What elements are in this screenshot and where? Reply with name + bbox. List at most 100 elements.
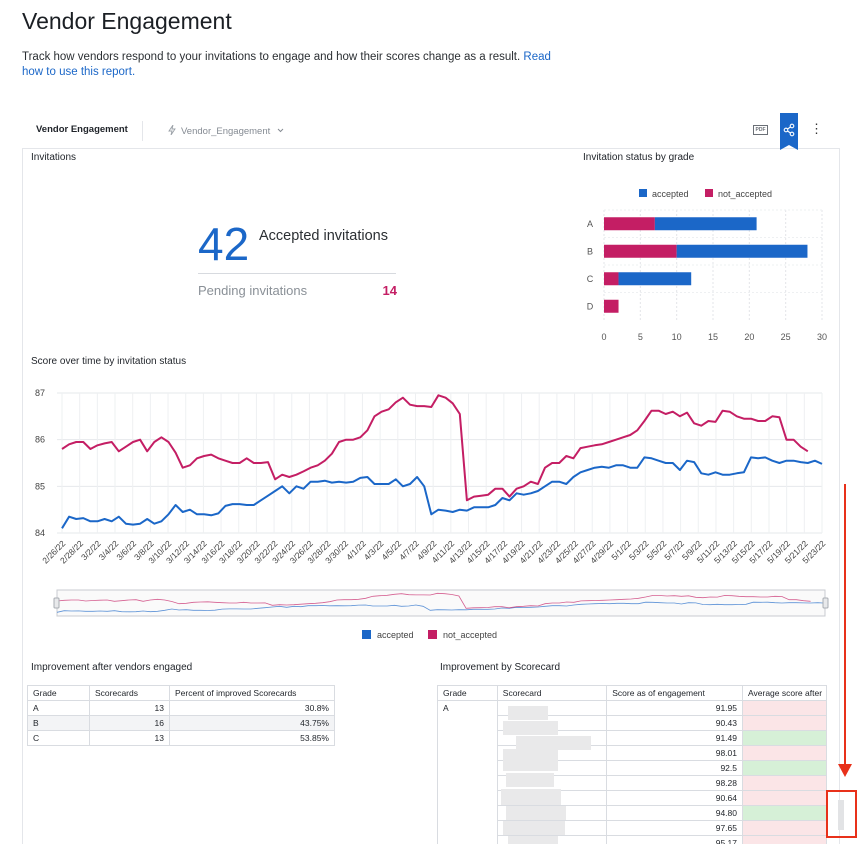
- redacted-block: [501, 789, 561, 805]
- x-tick-label: 5: [638, 332, 643, 342]
- bar-not-accepted-c[interactable]: [604, 272, 619, 286]
- grade-cell: A: [27, 700, 90, 716]
- bar-accepted-a[interactable]: [654, 217, 757, 231]
- grade-cell: B: [27, 715, 90, 731]
- legend-swatch-not-accepted: [705, 189, 713, 197]
- redacted-block: [508, 706, 548, 720]
- toolbar-divider: [142, 121, 143, 141]
- table-header-row: Grade Scorecards Percent of improved Sco…: [27, 685, 335, 701]
- legend-label-not-accepted: not_accepted: [718, 189, 772, 199]
- annotation-highlight-box: [826, 790, 857, 838]
- score-at-engagement-cell: 90.43: [606, 715, 743, 731]
- invitation-status-bar-chart: accepted not_accepted 0 5 10 15 20 25 30 A B C D: [587, 189, 827, 342]
- more-options-button[interactable]: ⋮: [810, 121, 823, 136]
- scorecards-cell: 16: [89, 715, 170, 731]
- pending-invitations-count: 14: [382, 283, 397, 298]
- bar-not-accepted-a[interactable]: [604, 217, 655, 231]
- average-score-after-cell: [742, 760, 827, 776]
- average-score-after-cell: [742, 790, 827, 806]
- y-tick-label: D: [587, 301, 594, 311]
- y-tick-label: 84: [35, 528, 45, 538]
- kpi-divider: [198, 273, 396, 274]
- average-score-after-cell: [742, 730, 827, 746]
- column-header-scorecards[interactable]: Scorecards: [89, 685, 170, 701]
- redacted-scorecard-names: [498, 701, 606, 844]
- model-selector[interactable]: Vendor_Engagement: [168, 124, 284, 137]
- score-at-engagement-cell: 91.95: [606, 700, 743, 716]
- score-at-engagement-cell: 98.28: [606, 775, 743, 791]
- y-tick-label: A: [587, 219, 593, 229]
- grade-cell: A: [437, 700, 498, 844]
- line-chart-title: Score over time by invitation status: [31, 356, 187, 367]
- bar-not-accepted-b[interactable]: [604, 244, 677, 258]
- annotation-arrow-head: [838, 764, 852, 777]
- table-row: A 13 30.8%: [27, 700, 335, 716]
- redacted-block: [506, 806, 566, 820]
- score-at-engagement-cell: 92.5: [606, 760, 743, 776]
- pdf-icon[interactable]: PDF: [753, 125, 768, 135]
- page-description: Track how vendors respond to your invita…: [22, 50, 552, 80]
- column-header-average-score-after[interactable]: Average score after: [742, 685, 827, 701]
- share-button[interactable]: [780, 113, 798, 150]
- redacted-block: [503, 721, 558, 735]
- chevron-down-icon: [277, 128, 284, 133]
- average-score-after-cell: [742, 835, 827, 844]
- accepted-invitations-label: Accepted invitations: [259, 228, 388, 244]
- navigator-handle-right[interactable]: [822, 597, 829, 609]
- column-header-scorecard[interactable]: Scorecard: [496, 685, 608, 701]
- horizontal-scrollbar-thumb[interactable]: [838, 800, 844, 830]
- table-row: B 16 43.75%: [27, 715, 335, 731]
- grade-table-title: Improvement after vendors engaged: [31, 662, 193, 673]
- score-at-engagement-cell: 97.65: [606, 820, 743, 836]
- description-text: Track how vendors respond to your invita…: [22, 51, 521, 63]
- read-how-link[interactable]: Read how to use this report.: [22, 51, 551, 78]
- table-row: C 13 53.85%: [27, 730, 335, 746]
- grade-cell: C: [27, 730, 90, 746]
- score-over-time-line-chart: 848586872/26/222/28/223/2/223/4/223/6/22…: [35, 388, 829, 640]
- average-score-after-cell: [742, 715, 827, 731]
- share-icon: [783, 123, 795, 137]
- bar-accepted-c[interactable]: [618, 272, 692, 286]
- series-line-accepted[interactable]: [61, 456, 823, 529]
- score-at-engagement-cell: 91.49: [606, 730, 743, 746]
- x-tick-label: 20: [744, 332, 754, 342]
- navigator-line-accepted: [56, 601, 826, 613]
- legend-swatch-not-accepted: [428, 630, 437, 639]
- legend-label-accepted: accepted: [652, 189, 689, 199]
- table-header-row: Grade Scorecard Score as of engagement A…: [437, 685, 827, 701]
- score-at-engagement-cell: 98.01: [606, 745, 743, 761]
- redacted-block: [506, 773, 554, 787]
- bar-not-accepted-d[interactable]: [604, 299, 619, 313]
- series-line-not-accepted[interactable]: [61, 394, 809, 502]
- percent-cell: 30.8%: [169, 700, 335, 716]
- score-at-engagement-cell: 94.80: [606, 805, 743, 821]
- scorecard-improvement-table: Grade Scorecard Score as of engagement A…: [437, 685, 827, 844]
- tab-vendor-engagement[interactable]: Vendor Engagement: [36, 124, 128, 135]
- bar-accepted-b[interactable]: [676, 244, 808, 258]
- lightning-icon: [168, 124, 176, 136]
- y-tick-label: B: [587, 246, 593, 256]
- average-score-after-cell: [742, 805, 827, 821]
- score-at-engagement-cell: 90.64: [606, 790, 743, 806]
- annotation-arrow-line: [844, 484, 846, 766]
- x-tick-label: 30: [817, 332, 827, 342]
- navigator-handle-left[interactable]: [53, 597, 60, 609]
- percent-cell: 43.75%: [169, 715, 335, 731]
- dashboard-toolbar: Vendor Engagement Vendor_Engagement PDF …: [22, 113, 840, 150]
- score-at-engagement-cell: 95.17: [606, 835, 743, 844]
- column-header-grade[interactable]: Grade: [437, 685, 498, 701]
- column-header-score-at-engagement[interactable]: Score as of engagement: [606, 685, 743, 701]
- scorecards-cell: 13: [89, 730, 170, 746]
- column-header-percent-improved[interactable]: Percent of improved Scorecards: [169, 685, 335, 701]
- bar-chart-title: Invitation status by grade: [583, 152, 695, 163]
- redacted-block: [503, 749, 558, 771]
- pending-invitations-label: Pending invitations: [198, 283, 308, 298]
- table-row: A 91.95: [437, 700, 827, 844]
- column-header-grade[interactable]: Grade: [27, 685, 90, 701]
- x-tick-label: 25: [781, 332, 791, 342]
- y-tick-label: 87: [35, 388, 45, 398]
- page-title: Vendor Engagement: [22, 8, 232, 34]
- average-score-after-cell: [742, 775, 827, 791]
- x-tick-label: 15: [708, 332, 718, 342]
- redacted-block: [516, 736, 591, 750]
